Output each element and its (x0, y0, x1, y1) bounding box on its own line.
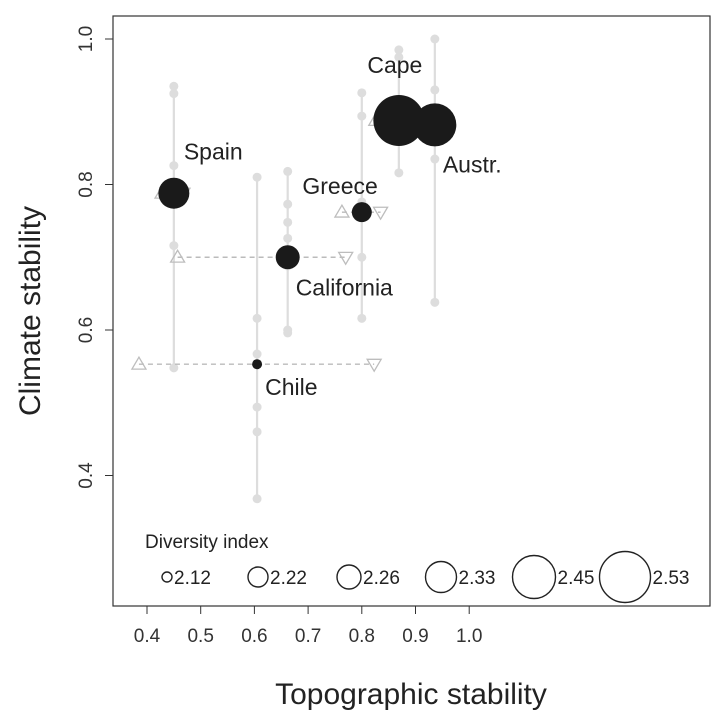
y-tick-label: 0.6 (76, 317, 97, 343)
range-min-marker-spain (169, 248, 186, 263)
y-tick-label: 0.8 (76, 171, 97, 197)
axes-layer: 0.4 0.5 0.6 0.7 0.8 0.9 1.0 0.4 0.6 0.8 1.0 (76, 26, 482, 647)
sample-point-austr (430, 297, 440, 307)
sample-point-california (283, 217, 293, 227)
sample-point-chile (252, 494, 262, 504)
sample-point-spain (169, 363, 179, 373)
range-min-marker-chile (130, 355, 148, 370)
sample-point-california (283, 325, 293, 335)
sample-point-spain (169, 81, 179, 91)
x-tick-label: 0.9 (402, 626, 428, 647)
sample-point-greece (357, 313, 367, 323)
region-label-spain: Spain (184, 139, 243, 165)
legend-label: 2.45 (558, 568, 595, 589)
legend-symbol (247, 566, 269, 588)
y-tick-label: 1.0 (76, 26, 97, 52)
legend-label: 2.33 (459, 568, 496, 589)
sample-point-spain (169, 89, 179, 99)
sample-point-greece (357, 252, 367, 262)
sample-point-chile (252, 313, 262, 323)
legend-symbol (161, 571, 173, 583)
legend-symbol (598, 550, 652, 604)
legend-label: 2.26 (363, 568, 400, 589)
sample-point-chile (252, 349, 262, 359)
sample-point-chile (252, 172, 262, 182)
sample-point-chile (252, 402, 262, 412)
sample-point-chile (252, 427, 262, 437)
x-tick-label: 0.8 (349, 626, 375, 647)
label-layer: Spain California Chile Greece Cape Austr. (184, 52, 502, 400)
legend-symbol (336, 564, 362, 590)
range-max-marker-spain (337, 251, 354, 266)
sample-point-greece (357, 111, 367, 121)
sample-point-california (283, 233, 293, 243)
point-layer (158, 94, 457, 370)
region-label-cape: Cape (367, 52, 422, 78)
y-axis-title: Climate stability (14, 206, 47, 416)
range-max-marker-greece (372, 206, 389, 221)
sample-point-austr (430, 34, 440, 44)
sample-point-austr (430, 85, 440, 95)
legend-label: 2.53 (653, 568, 690, 589)
legend-label: 2.12 (174, 568, 211, 589)
x-tick-label: 0.7 (295, 626, 321, 647)
sample-point-california (283, 166, 293, 176)
region-label-chile: Chile (265, 374, 317, 400)
x-tick-label: 0.4 (134, 626, 161, 647)
legend-symbol (511, 554, 557, 600)
region-label-greece: Greece (302, 173, 377, 199)
region-point-cape (373, 94, 425, 146)
legend-title: Diversity index (145, 532, 269, 553)
sample-point-greece (357, 88, 367, 98)
sample-point-spain (169, 161, 179, 171)
region-point-greece (351, 202, 372, 223)
range-min-marker-greece (333, 203, 351, 218)
range-max-marker-chile (366, 358, 383, 373)
x-tick-label: 0.6 (241, 626, 267, 647)
legend-symbol (424, 560, 458, 594)
y-tick-label: 0.4 (76, 462, 97, 489)
x-axis-title: Topographic stability (275, 678, 547, 711)
sample-point-california (283, 199, 293, 209)
legend: Diversity index 2.12 2.22 2.26 2.33 2.45 2.53 (145, 532, 690, 604)
x-tick-label: 0.5 (187, 626, 213, 647)
x-tick-label: 1.0 (456, 626, 482, 647)
region-label-california: California (296, 274, 393, 300)
sample-point-austr (430, 154, 440, 164)
sample-point-cape (394, 168, 404, 178)
sample-point-spain (169, 241, 179, 251)
region-label-austr: Austr. (443, 151, 502, 177)
region-point-california (275, 245, 300, 270)
sample-point-cape (394, 52, 404, 62)
sample-point-cape (394, 45, 404, 55)
legend-label: 2.22 (270, 568, 307, 589)
region-point-spain (158, 177, 190, 209)
region-point-austr (413, 103, 457, 147)
region-point-chile (252, 359, 263, 370)
